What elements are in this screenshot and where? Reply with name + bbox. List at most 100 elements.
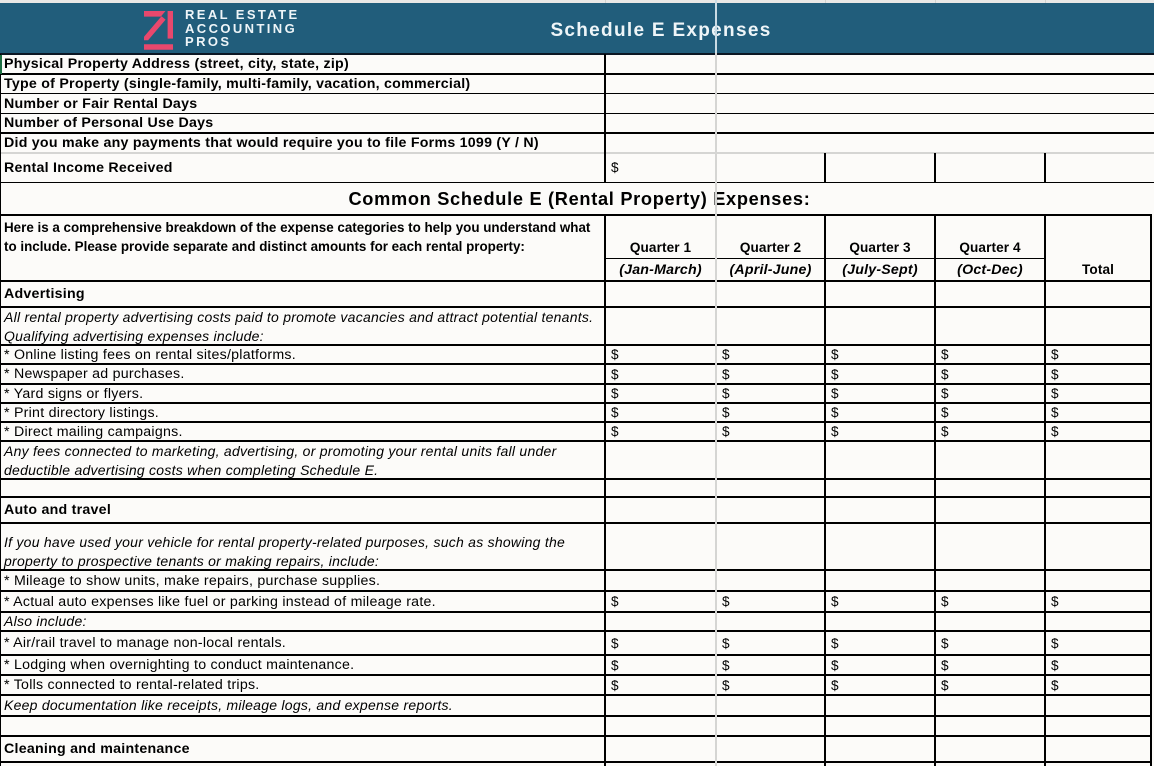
expense-amount-cell[interactable]: $ bbox=[722, 424, 730, 439]
expense-amount-cell[interactable]: $ bbox=[941, 386, 949, 401]
income-amount-cell[interactable] bbox=[941, 153, 1043, 183]
expense-amount-cell[interactable]: $ bbox=[831, 677, 839, 693]
section-row-label: Advertising bbox=[4, 286, 85, 302]
expense-amount-cell[interactable] bbox=[1051, 570, 1149, 591]
income-amount-cell[interactable]: $ bbox=[611, 160, 619, 176]
grid-hline bbox=[0, 306, 1152, 308]
grid-hline bbox=[0, 383, 1152, 385]
income-amount-cell[interactable] bbox=[722, 153, 823, 183]
expense-amount-cell[interactable]: $ bbox=[941, 635, 949, 651]
expense-item-label: * Direct mailing campaigns. bbox=[4, 423, 183, 440]
grid-hline bbox=[0, 522, 1152, 524]
grid-hline bbox=[0, 152, 1154, 154]
expense-amount-cell[interactable]: $ bbox=[1051, 347, 1059, 362]
field-value-cell[interactable] bbox=[607, 94, 714, 114]
expense-amount-cell[interactable]: $ bbox=[941, 424, 949, 439]
expense-amount-cell[interactable]: $ bbox=[611, 657, 619, 673]
expense-amount-cell[interactable]: $ bbox=[941, 405, 949, 420]
grid-vline bbox=[604, 0, 606, 3]
expense-amount-cell[interactable]: $ bbox=[831, 424, 839, 439]
note-row-label: Also include: bbox=[4, 613, 87, 630]
expense-amount-cell[interactable]: $ bbox=[722, 594, 730, 609]
expense-amount-cell[interactable]: $ bbox=[722, 347, 730, 362]
expense-amount-cell[interactable]: $ bbox=[1051, 594, 1059, 609]
grid-vline bbox=[1044, 153, 1046, 183]
expense-amount-cell[interactable]: $ bbox=[722, 635, 730, 651]
expense-amount-cell[interactable]: $ bbox=[941, 366, 949, 382]
field-value-cell[interactable] bbox=[607, 74, 714, 94]
expense-item-label: * Online listing fees on rental sites/pl… bbox=[4, 346, 296, 363]
field-value-cell[interactable] bbox=[607, 54, 714, 74]
grid-hline bbox=[0, 674, 1152, 676]
company-name-line1: REAL ESTATE bbox=[185, 6, 300, 22]
quarter-header: Quarter 4 bbox=[959, 240, 1021, 255]
expense-amount-cell[interactable]: $ bbox=[831, 594, 839, 609]
grid-vline bbox=[934, 215, 936, 766]
expense-amount-cell[interactable]: $ bbox=[941, 347, 949, 362]
expense-amount-cell[interactable] bbox=[611, 570, 714, 591]
description-row: Any fees connected to marketing, adverti… bbox=[0, 441, 604, 480]
expense-amount-cell[interactable]: $ bbox=[611, 424, 619, 439]
expense-amount-cell[interactable]: $ bbox=[831, 386, 839, 401]
expense-amount-cell[interactable]: $ bbox=[611, 594, 619, 609]
expense-intro-line1: Here is a comprehensive breakdown of the… bbox=[4, 220, 591, 235]
expense-amount-cell[interactable]: $ bbox=[722, 386, 730, 401]
expense-amount-cell[interactable]: $ bbox=[941, 677, 949, 693]
expense-amount-cell[interactable] bbox=[722, 570, 823, 591]
total-header: Total bbox=[1082, 262, 1114, 278]
expense-amount-cell[interactable]: $ bbox=[611, 635, 619, 651]
expense-item-label: * Newspaper ad purchases. bbox=[4, 366, 185, 382]
arrow-chart-icon bbox=[144, 10, 173, 50]
expense-amount-cell[interactable]: $ bbox=[722, 366, 730, 382]
grid-hline bbox=[0, 181, 1154, 184]
description-line2: property to prospective tenants or makin… bbox=[4, 553, 380, 570]
description-line1: If you have used your vehicle for rental… bbox=[4, 534, 566, 551]
grid-vline bbox=[824, 153, 826, 183]
grid-vline bbox=[1150, 215, 1152, 766]
expense-amount-cell[interactable]: $ bbox=[1051, 405, 1059, 420]
income-amount-cell[interactable] bbox=[1051, 153, 1149, 183]
expense-amount-cell[interactable] bbox=[941, 570, 1043, 591]
expense-amount-cell[interactable]: $ bbox=[1051, 657, 1059, 673]
field-value-cell[interactable] bbox=[607, 114, 714, 134]
expense-amount-cell[interactable]: $ bbox=[611, 405, 619, 420]
expense-amount-cell[interactable]: $ bbox=[831, 347, 839, 362]
expense-amount-cell[interactable]: $ bbox=[1051, 386, 1059, 401]
expense-amount-cell[interactable]: $ bbox=[722, 405, 730, 420]
expense-amount-cell[interactable]: $ bbox=[611, 677, 619, 693]
expense-amount-cell[interactable]: $ bbox=[831, 405, 839, 420]
expense-amount-cell[interactable]: $ bbox=[611, 347, 619, 362]
banner-underline bbox=[0, 52, 1154, 55]
grid-hline bbox=[0, 761, 1152, 763]
expense-amount-cell[interactable]: $ bbox=[941, 657, 949, 673]
expense-item-label: * Yard signs or flyers. bbox=[4, 385, 144, 402]
company-name-line2: ACCOUNTING bbox=[185, 20, 298, 36]
grid-vline bbox=[824, 215, 826, 766]
expense-amount-cell[interactable]: $ bbox=[722, 677, 730, 693]
expense-intro: Here is a comprehensive breakdown of the… bbox=[0, 219, 604, 279]
quarter-subheader: (July-Sept) bbox=[842, 261, 918, 278]
expense-amount-cell[interactable]: $ bbox=[611, 366, 619, 382]
field-value-cell[interactable] bbox=[607, 133, 714, 153]
grid-hline bbox=[0, 280, 1152, 282]
expense-amount-cell[interactable]: $ bbox=[941, 594, 949, 609]
expense-amount-cell[interactable]: $ bbox=[722, 657, 730, 673]
grid-hline bbox=[0, 569, 1152, 571]
expense-amount-cell[interactable] bbox=[831, 570, 933, 591]
grid-hline bbox=[0, 611, 1152, 613]
grid-vline bbox=[0, 54, 2, 766]
expense-amount-cell[interactable]: $ bbox=[831, 635, 839, 651]
income-amount-cell[interactable] bbox=[831, 153, 933, 183]
expense-item-label: * Tolls connected to rental-related trip… bbox=[4, 677, 260, 693]
expense-amount-cell[interactable]: $ bbox=[831, 657, 839, 673]
active-cell-indicator bbox=[0, 54, 2, 74]
expense-amount-cell[interactable]: $ bbox=[1051, 635, 1059, 651]
expense-amount-cell[interactable]: $ bbox=[1051, 424, 1059, 439]
expense-amount-cell[interactable]: $ bbox=[831, 366, 839, 382]
grid-vline bbox=[1044, 215, 1046, 766]
expense-amount-cell[interactable]: $ bbox=[1051, 677, 1059, 693]
grid-hline bbox=[0, 654, 1152, 656]
expense-amount-cell[interactable]: $ bbox=[1051, 366, 1059, 382]
expense-amount-cell[interactable]: $ bbox=[611, 386, 619, 401]
